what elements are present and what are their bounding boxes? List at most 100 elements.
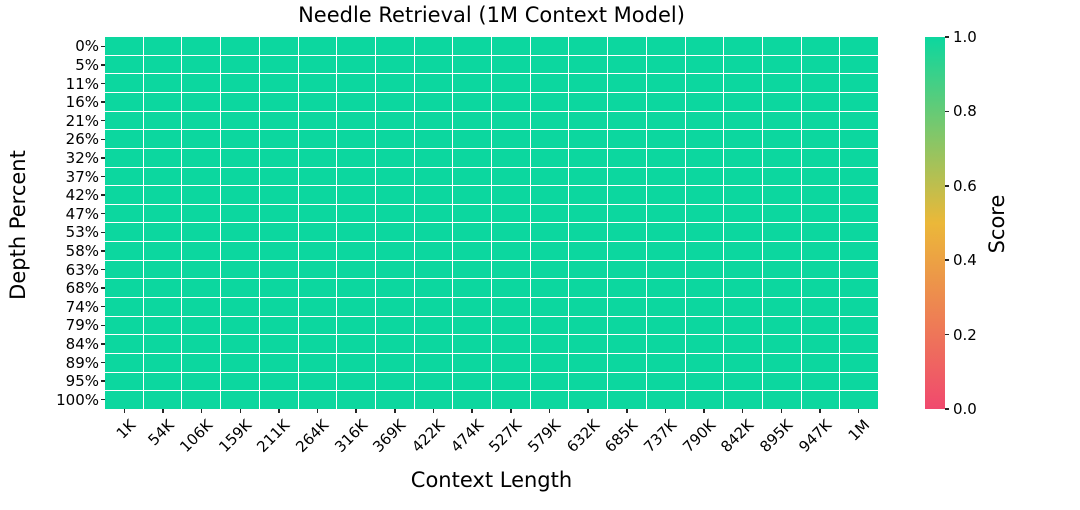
heatmap-cell: [840, 223, 878, 242]
heatmap-cell: [569, 354, 608, 372]
heatmap-cell: [762, 223, 801, 242]
heatmap-cell: [608, 74, 646, 92]
heatmap-cell: [259, 242, 298, 260]
heatmap-cell: [724, 279, 762, 298]
heatmap-cell: [569, 148, 608, 167]
heatmap-cell: [801, 111, 840, 130]
heatmap-cell: [801, 223, 840, 242]
heatmap-cell: [143, 391, 182, 409]
heatmap-cell: [724, 391, 762, 409]
heatmap-cell: [530, 130, 569, 148]
heatmap-cell: [530, 92, 569, 111]
heatmap-cell: [492, 204, 530, 223]
heatmap-cell: [259, 335, 298, 354]
heatmap-cell: [182, 316, 221, 335]
heatmap-cell: [840, 55, 878, 74]
heatmap-cell: [724, 55, 762, 74]
y-tick-mark: [101, 380, 105, 382]
x-tick-mark: [587, 409, 589, 413]
heatmap-cell: [762, 260, 801, 279]
x-tick-label: 474K: [446, 416, 487, 456]
colorbar-tick-label: 0.4: [953, 251, 977, 270]
heatmap-cell: [221, 111, 259, 130]
x-tick-mark: [394, 409, 396, 413]
heatmap-cell: [492, 354, 530, 372]
heatmap-cell: [801, 167, 840, 186]
heatmap-cell: [221, 148, 259, 167]
x-tick-label: 54K: [144, 416, 178, 450]
heatmap-cell: [337, 335, 375, 354]
heatmap-cell: [492, 260, 530, 279]
y-tick-label: 0%: [75, 37, 99, 56]
heatmap-cell: [221, 242, 259, 260]
colorbar-tick-mark: [945, 185, 949, 187]
colorbar-tick-label: 0.0: [953, 400, 977, 418]
heatmap-cell: [453, 130, 491, 148]
heatmap-cell: [259, 298, 298, 316]
heatmap-cell: [762, 74, 801, 92]
heatmap-cell: [337, 354, 375, 372]
heatmap-cell: [569, 55, 608, 74]
heatmap-cell: [453, 92, 491, 111]
heatmap-cell: [724, 223, 762, 242]
y-tick-label: 32%: [65, 148, 99, 167]
x-tick-mark: [200, 409, 203, 413]
heatmap-cell: [801, 204, 840, 223]
heatmap-cell: [414, 55, 453, 74]
y-tick-label: 37%: [65, 167, 99, 186]
heatmap-cell: [762, 279, 801, 298]
heatmap-cell: [530, 223, 569, 242]
heatmap-cell: [724, 148, 762, 167]
y-tick-label: 100%: [56, 390, 99, 409]
heatmap-cell: [221, 335, 259, 354]
heatmap-cell: [569, 391, 608, 409]
x-tick-mark: [162, 409, 164, 413]
heatmap-cell: [685, 74, 724, 92]
heatmap-cell: [724, 298, 762, 316]
y-tick-label: 47%: [65, 204, 99, 223]
x-tick-label: 369K: [369, 416, 410, 456]
heatmap-cell: [221, 167, 259, 186]
heatmap-cell: [221, 223, 259, 242]
heatmap-cell: [762, 130, 801, 148]
heatmap-cell: [608, 130, 646, 148]
heatmap-cell: [608, 372, 646, 391]
heatmap-cell: [143, 92, 182, 111]
heatmap-cell: [492, 167, 530, 186]
heatmap-cell: [105, 148, 143, 167]
y-tick-mark: [101, 343, 105, 345]
heatmap-cell: [298, 335, 337, 354]
heatmap-cell: [685, 316, 724, 335]
heatmap-cell: [453, 279, 491, 298]
heatmap-cell: [298, 92, 337, 111]
heatmap-cell: [453, 335, 491, 354]
x-tick-label: 1K: [112, 416, 140, 443]
heatmap-cell: [646, 298, 685, 316]
heatmap-cell: [259, 167, 298, 186]
heatmap-cell: [646, 354, 685, 372]
heatmap-cell: [221, 354, 259, 372]
x-tick-label: 579K: [524, 416, 565, 456]
heatmap-cell: [221, 74, 259, 92]
heatmap-cell: [182, 298, 221, 316]
heatmap-cell: [608, 37, 646, 55]
heatmap-cell: [105, 111, 143, 130]
x-tick-label: 895K: [756, 416, 797, 456]
heatmap-cell: [337, 37, 375, 55]
colorbar-tick-mark: [945, 259, 949, 261]
heatmap-cell: [492, 316, 530, 335]
heatmap-cell: [685, 279, 724, 298]
heatmap-cell: [608, 223, 646, 242]
colorbar-tick-label: 0.8: [953, 102, 977, 121]
heatmap-cell: [105, 316, 143, 335]
heatmap-cell: [182, 186, 221, 204]
y-tick-label: 74%: [65, 297, 99, 316]
heatmap-cell: [259, 372, 298, 391]
heatmap-cell: [298, 74, 337, 92]
heatmap-cell: [414, 204, 453, 223]
heatmap-cell: [685, 260, 724, 279]
heatmap-cell: [337, 55, 375, 74]
heatmap-cell: [646, 148, 685, 167]
heatmap-cell: [414, 260, 453, 279]
heatmap-cell: [182, 55, 221, 74]
